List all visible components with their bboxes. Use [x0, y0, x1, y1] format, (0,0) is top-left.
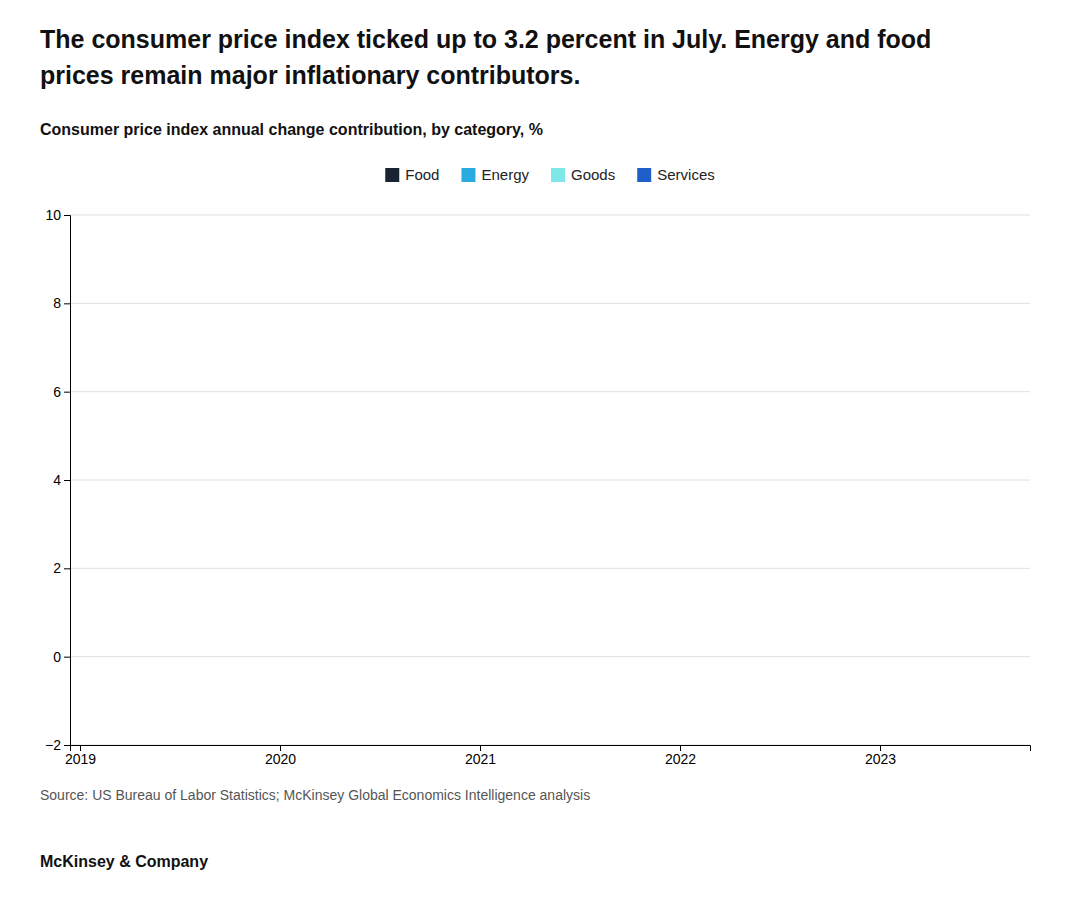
x-tick: 2021 [465, 745, 496, 767]
y-tick-mark [64, 480, 70, 481]
x-tick: 2019 [65, 745, 96, 767]
y-tick-label: 10 [45, 207, 61, 223]
legend-label: Energy [481, 166, 529, 183]
legend: Food Energy Goods Services [385, 166, 714, 183]
legend-swatch [637, 168, 651, 182]
subtitle: Consumer price index annual change contr… [40, 121, 543, 138]
grid-line [70, 215, 1030, 216]
x-tick-label: 2021 [465, 751, 496, 767]
legend-label: Services [657, 166, 715, 183]
legend-swatch [385, 168, 399, 182]
y-tick: 8 [53, 295, 70, 311]
y-tick-label: 8 [53, 295, 61, 311]
legend-item: Goods [551, 166, 615, 183]
y-tick: 4 [53, 472, 70, 488]
y-tick-label: 4 [53, 472, 61, 488]
x-tick-label: 2019 [65, 751, 96, 767]
chart: The consumer price index ticked up to 3.… [0, 0, 1080, 905]
y-tick-label: −2 [45, 737, 61, 753]
legend-item: Energy [461, 166, 529, 183]
y-tick-mark [64, 215, 70, 216]
legend-item: Food [385, 166, 439, 183]
y-tick: 10 [45, 207, 70, 223]
legend-item: Services [637, 166, 715, 183]
grid-line [70, 303, 1030, 304]
grid [70, 215, 1030, 745]
y-tick-mark [64, 303, 70, 304]
source: Source: US Bureau of Labor Statistics; M… [40, 787, 590, 803]
y-axis-line [64, 216, 71, 746]
x-tick-label: 2023 [865, 751, 896, 767]
y-tick: −2 [45, 737, 70, 753]
y-tick-label: 0 [53, 649, 61, 665]
grid-line [70, 568, 1030, 569]
title-line: prices remain major inflationary contrib… [40, 61, 580, 89]
title: The consumer price index ticked up to 3.… [40, 25, 931, 89]
footer: McKinsey & Company [40, 853, 208, 870]
x-tick: 2022 [665, 745, 696, 767]
grid-line [70, 656, 1030, 657]
y-tick-label: 2 [53, 560, 61, 576]
y-axis: −2 0 2 4 6 8 10 [45, 207, 70, 753]
grid-line [70, 480, 1030, 481]
y-tick-label: 6 [53, 384, 61, 400]
y-tick: 6 [53, 384, 70, 400]
y-tick-mark [64, 568, 70, 569]
grid-line [70, 391, 1030, 392]
y-tick-mark [64, 392, 70, 393]
x-tick: 2020 [265, 745, 296, 767]
x-tick-label: 2022 [665, 751, 696, 767]
legend-swatch [461, 168, 475, 182]
y-tick-mark [64, 745, 70, 746]
legend-swatch [551, 168, 565, 182]
plot: 2019 2020 2021 2022 2023 −2 0 2 4 6 8 10 [45, 207, 1030, 767]
y-tick: 0 [53, 649, 70, 665]
legend-label: Goods [571, 166, 615, 183]
legend-label: Food [405, 166, 439, 183]
x-axis: 2019 2020 2021 2022 2023 [65, 745, 1031, 767]
x-tick: 2023 [865, 745, 896, 767]
y-tick: 2 [53, 560, 70, 576]
x-tick-label: 2020 [265, 751, 296, 767]
title-line: The consumer price index ticked up to 3.… [40, 25, 931, 53]
y-tick-mark [64, 657, 70, 658]
